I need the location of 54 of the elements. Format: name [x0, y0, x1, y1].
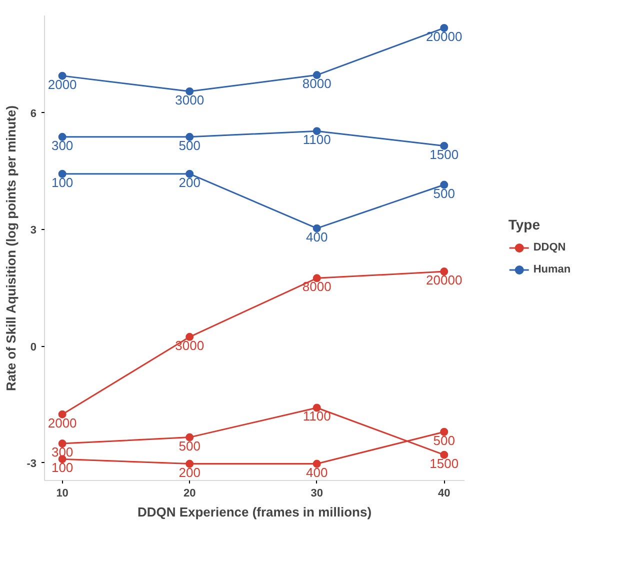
- annotation: 2000: [48, 76, 77, 92]
- legend-label: Human: [533, 263, 571, 275]
- annotation: 500: [178, 438, 200, 454]
- point: [58, 132, 66, 141]
- x-tick-label: 30: [310, 488, 323, 500]
- y-axis-title: Rate of Skill Aquisition (log points per minute): [4, 105, 19, 391]
- annotation: 8000: [302, 279, 332, 294]
- annotation: 200: [178, 464, 200, 480]
- point: [186, 87, 194, 96]
- annotation: 1500: [430, 146, 459, 162]
- annotation: 100: [51, 174, 74, 190]
- point: [440, 142, 448, 150]
- y-tick-label: 0: [30, 341, 37, 354]
- point: [186, 332, 194, 341]
- annotation: 3000: [175, 338, 204, 353]
- x-tick-label: 20: [183, 488, 196, 500]
- annotation: 3000: [175, 92, 204, 108]
- point: [58, 170, 66, 178]
- annotation: 1100: [302, 408, 331, 424]
- annotation: 300: [51, 444, 74, 460]
- point: [58, 72, 66, 80]
- annotation: 20000: [426, 272, 462, 288]
- annotation: 1500: [430, 456, 459, 471]
- annotation: 500: [433, 186, 455, 201]
- point: [186, 433, 194, 442]
- annotation: 2000: [48, 415, 77, 430]
- annotation: 8000: [302, 76, 332, 92]
- legend-label: DDQN: [533, 241, 566, 253]
- x-tick-label: 10: [56, 488, 68, 500]
- x-tick-label: 40: [438, 488, 450, 500]
- point: [440, 428, 448, 436]
- point: [312, 460, 321, 468]
- annotation: 1100: [302, 132, 331, 148]
- y-tick-label: 6: [30, 108, 37, 120]
- y-tick-label: -3: [26, 458, 36, 470]
- annotation: 20000: [426, 28, 462, 44]
- point: [440, 24, 448, 32]
- point: [186, 132, 194, 141]
- y-tick-label: 3: [30, 224, 37, 237]
- annotation: 200: [178, 174, 200, 190]
- annotation: 300: [51, 138, 74, 153]
- point: [186, 170, 194, 178]
- annotation: 400: [306, 464, 328, 480]
- annotation: 500: [178, 138, 200, 153]
- annotation: 500: [433, 432, 455, 448]
- point: [440, 450, 448, 459]
- annotation: 100: [51, 460, 74, 476]
- point: [58, 410, 66, 418]
- point: [312, 224, 321, 232]
- x-axis-title: DDQN Experience (frames in millions): [137, 504, 372, 520]
- point: [186, 460, 194, 468]
- legend-title: Type: [508, 216, 541, 232]
- annotation: 400: [306, 229, 328, 244]
- point: [440, 180, 448, 189]
